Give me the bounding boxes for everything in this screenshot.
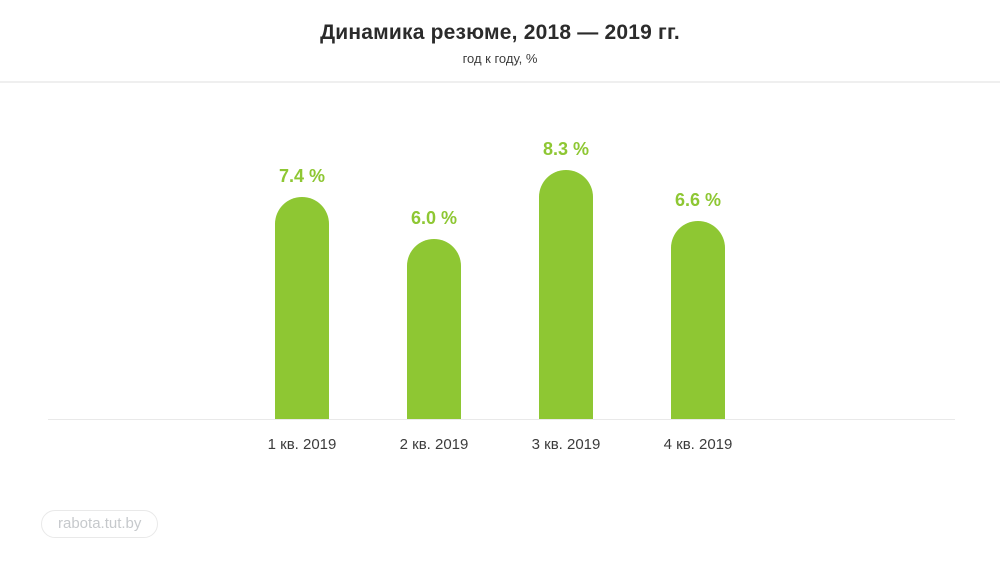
- bar-group: 8.3 %: [500, 139, 632, 419]
- bar-value-label: 8.3 %: [542, 139, 590, 159]
- header-divider: [0, 81, 1000, 83]
- bar: [539, 170, 593, 419]
- bar-group: 7.4 %: [236, 166, 368, 419]
- bar-value-label: 6.0 %: [410, 208, 458, 228]
- x-axis-label: 1 кв. 2019: [267, 436, 337, 453]
- chart-title: Динамика резюме, 2018 — 2019 гг.: [320, 21, 680, 44]
- source-badge: rabota.tut.by: [41, 510, 159, 538]
- x-axis-line: [48, 419, 955, 420]
- bar-group: 6.0 %: [368, 208, 500, 419]
- x-axis-label: 2 кв. 2019: [399, 436, 469, 453]
- chart-subtitle: год к году, %: [462, 51, 538, 66]
- source-label: rabota.tut.by: [58, 515, 142, 532]
- bar-value-label: 6.6 %: [674, 190, 722, 210]
- bar: [671, 221, 725, 419]
- x-axis-label: 4 кв. 2019: [663, 436, 733, 453]
- bar-group: 6.6 %: [632, 190, 764, 419]
- bar: [275, 197, 329, 419]
- x-axis-label: 3 кв. 2019: [531, 436, 601, 453]
- bar: [407, 239, 461, 419]
- chart-header: Динамика резюме, 2018 — 2019 гг. год к г…: [0, 0, 1000, 66]
- bar-value-label: 7.4 %: [278, 166, 326, 186]
